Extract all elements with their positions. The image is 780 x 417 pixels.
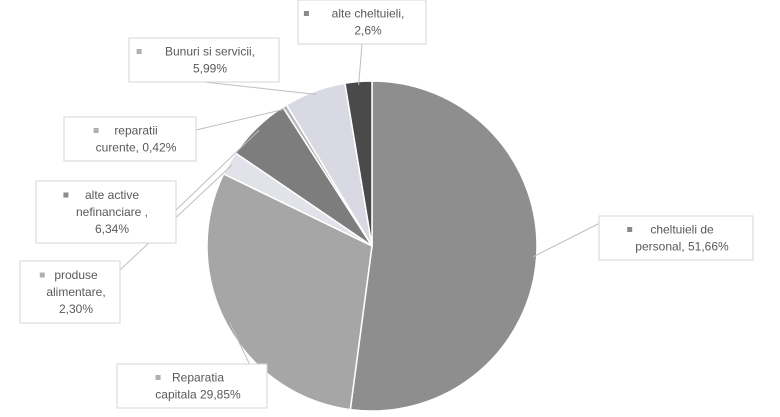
legend-key-bullet [303, 11, 309, 16]
leader-lines [119, 43, 603, 387]
data-label-text: cheltuieli de [650, 223, 714, 237]
data-label-box [63, 116, 197, 162]
legend-key-bullet [63, 192, 69, 198]
data-label-text: alte active [85, 188, 139, 202]
data-label-text: personal, 51,66% [635, 240, 729, 254]
data-label-box [116, 363, 268, 409]
pie-slices [206, 80, 538, 412]
data-label-box [297, 0, 427, 45]
data-label-personal: cheltuieli de personal, 51,66% [598, 215, 754, 261]
data-label-text: curente, 0,42% [96, 141, 177, 155]
data-label-bunuri-si-servicii: Bunuri si servicii, 5,99% [128, 37, 280, 83]
leader-line-alte-active-nefinanciare [175, 129, 260, 211]
leader-line-reparatii-curente [195, 108, 287, 131]
pie-slice-reparatia-capitala [206, 172, 373, 411]
data-label-box [19, 260, 121, 324]
data-label-text: 5,99% [193, 62, 227, 76]
legend-key-bullet [136, 49, 142, 54]
data-label-text: produse [54, 268, 98, 282]
data-label-text: 2,30% [59, 302, 93, 316]
leader-line-alte-cheltuieli [358, 43, 363, 85]
data-label-alte-cheltuieli: alte cheltuieli, 2,6% [297, 0, 427, 45]
data-label-produse-alimentare: produse alimentare, 2,30% [19, 260, 121, 324]
data-label-text: nefinanciare , [76, 205, 148, 219]
data-label-text: alte cheltuieli, [332, 7, 405, 21]
data-label-text: Bunuri si servicii, [165, 45, 255, 59]
data-label-reparatia-capitala: Reparatia capitala 29,85% [116, 363, 268, 409]
legend-key-bullet [93, 128, 99, 133]
legend-key-bullet [155, 375, 161, 380]
legend-key-bullet [39, 272, 45, 278]
data-labels: cheltuieli de personal, 51,66% Reparatia ca… [19, 0, 754, 409]
data-label-text: alimentare, [46, 285, 105, 299]
data-label-box [598, 215, 754, 261]
legend-key-bullet [627, 227, 633, 232]
data-label-text: 6,34% [95, 222, 129, 236]
data-label-text: 2,6% [354, 24, 382, 38]
pie-slice-alte-cheltuieli [344, 80, 373, 247]
data-label-box [128, 37, 280, 83]
data-label-text: capitala 29,85% [155, 388, 241, 402]
data-label-text: reparatii [114, 124, 157, 138]
data-label-alte-active-nefinanciare: alte active nefinanciare , 6,34% [35, 180, 177, 244]
data-label-text: Reparatia [172, 371, 224, 385]
pie-slice-personal [349, 80, 538, 412]
data-label-reparatii-curente: reparatii curente, 0,42% [63, 116, 197, 162]
leader-line-bunuri-si-servicii [203, 81, 316, 95]
leader-line-personal [533, 221, 603, 258]
data-label-box [35, 180, 177, 244]
